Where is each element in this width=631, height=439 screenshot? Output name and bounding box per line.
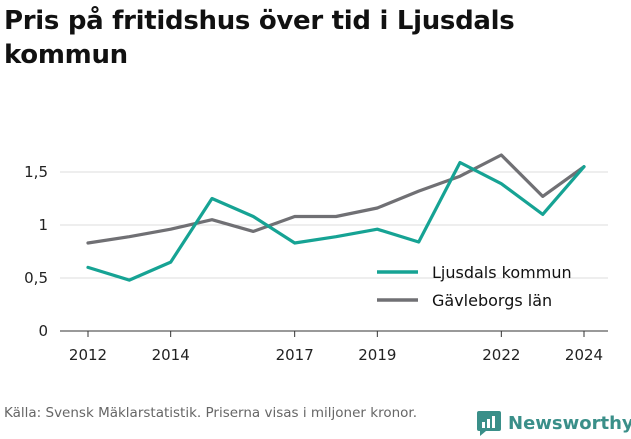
series-lines [86, 153, 586, 282]
legend-label: Ljusdals kommun [432, 263, 572, 282]
brand-logo: Newsworthy [476, 408, 631, 438]
x-tick-label: 2022 [482, 346, 520, 364]
y-tick-label: 1,5 [24, 163, 48, 181]
y-tick-label: 1 [38, 216, 48, 234]
newsworthy-logo-icon [477, 411, 501, 436]
x-tick-label: 2012 [69, 346, 107, 364]
axes: 0 0,5 1 1,5 2012 2014 2017 2019 2022 2024 [24, 163, 608, 364]
source-note: Källa: Svensk Mäklarstatistik. Priserna … [4, 405, 418, 421]
legend-label: Gävleborgs län [432, 291, 552, 310]
series-line [86, 153, 586, 245]
y-tick-label: 0 [38, 322, 48, 340]
x-tick-label: 2019 [358, 346, 396, 364]
x-tick-label: 2017 [276, 346, 314, 364]
chart-title: Pris på fritidshus över tid i Ljusdals k… [4, 6, 515, 70]
series-line [86, 160, 586, 282]
x-tick-label: 2014 [152, 346, 190, 364]
y-tick-label: 0,5 [24, 269, 48, 287]
brand-name: Newsworthy [508, 412, 631, 434]
x-tick-label: 2024 [565, 346, 603, 364]
line-chart: 0 0,5 1 1,5 2012 2014 2017 2019 2022 2024 Ljusdal… [24, 153, 608, 364]
legend: Ljusdals kommun Gävleborgs län [377, 263, 572, 310]
